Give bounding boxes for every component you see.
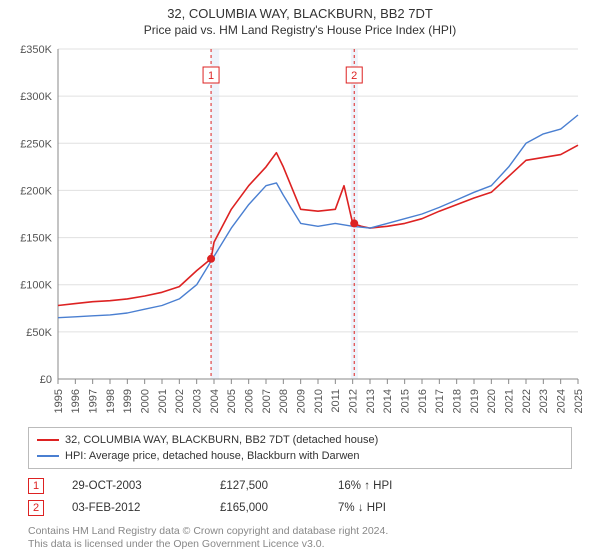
marker-row-2: 2 03-FEB-2012 £165,000 7% ↓ HPI [28,497,572,519]
svg-text:2025: 2025 [573,389,585,413]
legend-row-2: HPI: Average price, detached house, Blac… [37,448,563,464]
legend-label-1: 32, COLUMBIA WAY, BLACKBURN, BB2 7DT (de… [65,432,378,448]
svg-text:2011: 2011 [330,389,342,413]
svg-text:2004: 2004 [209,389,221,413]
legend-box: 32, COLUMBIA WAY, BLACKBURN, BB2 7DT (de… [28,427,572,469]
marker-date-1: 29-OCT-2003 [72,475,192,497]
svg-text:2021: 2021 [504,389,516,413]
marker-badge-1: 1 [28,478,44,494]
svg-text:2002: 2002 [174,389,186,413]
chart-container: £0 £50K £100K £150K £200K £250K £300K £350K 1995… [10,41,590,421]
svg-text:£50K: £50K [26,327,52,339]
svg-text:2016: 2016 [417,389,429,413]
page-subtitle: Price paid vs. HM Land Registry's House … [0,23,600,41]
footer-line-2: This data is licensed under the Open Gov… [28,538,572,551]
svg-text:£250K: £250K [20,138,52,150]
svg-text:2010: 2010 [313,389,325,413]
marker-price-1: £127,500 [220,475,310,497]
footer-line-1: Contains HM Land Registry data © Crown c… [28,525,572,538]
svg-text:2022: 2022 [521,389,533,413]
svg-text:1996: 1996 [70,389,82,413]
svg-text:2009: 2009 [296,389,308,413]
legend-swatch-1 [37,439,59,441]
svg-text:1: 1 [208,70,214,82]
svg-text:2000: 2000 [140,389,152,413]
marker-price-2: £165,000 [220,497,310,519]
svg-text:2: 2 [351,70,357,82]
svg-text:2001: 2001 [157,389,169,413]
marker-table: 1 29-OCT-2003 £127,500 16% ↑ HPI 2 03-FE… [28,475,572,519]
line-chart: £0 £50K £100K £150K £200K £250K £300K £350K 1995… [10,41,590,421]
legend-swatch-2 [37,455,59,457]
footer: Contains HM Land Registry data © Crown c… [28,525,572,551]
marker-row-1: 1 29-OCT-2003 £127,500 16% ↑ HPI [28,475,572,497]
svg-text:£300K: £300K [20,91,52,103]
marker-delta-2: 7% ↓ HPI [338,497,428,519]
svg-text:1998: 1998 [105,389,117,413]
svg-text:1997: 1997 [88,389,100,413]
marker-badge-2: 2 [28,500,44,516]
svg-text:£100K: £100K [20,280,52,292]
page-title: 32, COLUMBIA WAY, BLACKBURN, BB2 7DT [0,0,600,23]
svg-text:2020: 2020 [486,389,498,413]
svg-text:2015: 2015 [400,389,412,413]
svg-text:2003: 2003 [192,389,204,413]
svg-text:2013: 2013 [365,389,377,413]
svg-text:£150K: £150K [20,233,52,245]
legend-label-2: HPI: Average price, detached house, Blac… [65,448,360,464]
svg-text:£200K: £200K [20,185,52,197]
svg-text:2008: 2008 [278,389,290,413]
marker-date-2: 03-FEB-2012 [72,497,192,519]
svg-text:2019: 2019 [469,389,481,413]
svg-text:2005: 2005 [226,389,238,413]
svg-text:1999: 1999 [122,389,134,413]
svg-text:1995: 1995 [53,389,65,413]
svg-text:2017: 2017 [434,389,446,413]
svg-text:2007: 2007 [261,389,273,413]
svg-text:2018: 2018 [452,389,464,413]
svg-text:2014: 2014 [382,389,394,413]
svg-text:2024: 2024 [556,389,568,413]
svg-text:2012: 2012 [348,389,360,413]
svg-text:£0: £0 [40,374,52,386]
svg-text:2023: 2023 [538,389,550,413]
legend-row-1: 32, COLUMBIA WAY, BLACKBURN, BB2 7DT (de… [37,432,563,448]
svg-text:2006: 2006 [244,389,256,413]
svg-text:£350K: £350K [20,44,52,56]
marker-delta-1: 16% ↑ HPI [338,475,428,497]
